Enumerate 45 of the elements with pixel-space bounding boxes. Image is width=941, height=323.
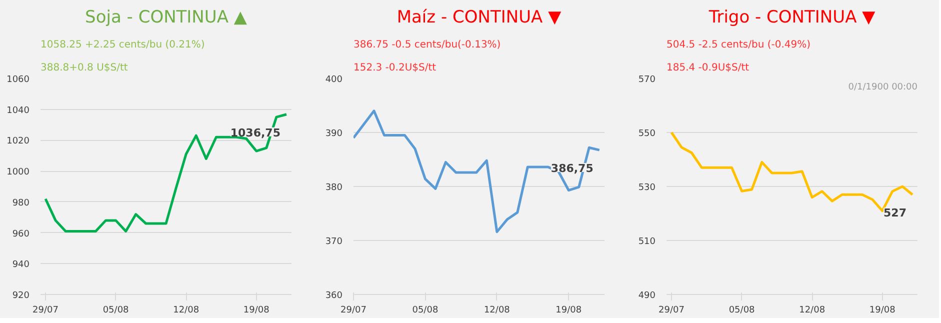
x-tick-label: 12/08 xyxy=(799,306,826,316)
y-tick-label: 960 xyxy=(12,229,30,240)
y-tick-label: 920 xyxy=(12,291,30,301)
y-tick-label: 550 xyxy=(638,129,656,139)
x-tick-label: 05/08 xyxy=(412,306,438,316)
line-series xyxy=(44,113,288,232)
y-tick-label: 390 xyxy=(325,129,343,139)
y-tick-label: 530 xyxy=(638,183,656,193)
y-tick-label: 490 xyxy=(638,291,656,301)
data-label: 1036,75 xyxy=(230,126,280,140)
chart-subtitle: 1058.25 +2.25 cents/bu (0.21%) xyxy=(40,40,205,50)
x-tick-label: 05/08 xyxy=(102,306,130,316)
x-tick-label: 29/07 xyxy=(340,306,366,316)
y-tick-label: 1060 xyxy=(6,75,30,85)
line-series xyxy=(354,110,601,234)
y-tick-label: 370 xyxy=(325,237,343,247)
chart-title: Soja - CONTINUA ▲ xyxy=(85,8,248,28)
x-tick-label: 29/07 xyxy=(32,306,58,316)
x-tick-label: 12/08 xyxy=(484,306,510,316)
y-tick-label: 360 xyxy=(325,291,343,301)
y-tick-label: 1020 xyxy=(6,136,30,147)
x-tick-label: 29/07 xyxy=(658,306,684,316)
x-tick-label: 19/08 xyxy=(243,306,270,316)
text: 152.3 -0.2U$S/tt xyxy=(354,62,436,74)
data-label: 527 xyxy=(884,206,906,220)
y-tick-label: 1040 xyxy=(6,106,30,116)
y-tick-label: 980 xyxy=(12,198,30,208)
y-tick-label: 1000 xyxy=(6,168,30,178)
y-tick-label: 570 xyxy=(638,75,656,85)
data-label: 386,75 xyxy=(550,162,594,176)
chart-title: Maíz - CONTINUA ▼ xyxy=(396,8,562,28)
y-tick-label: 510 xyxy=(638,237,656,247)
x-tick-label: 19/08 xyxy=(869,306,896,316)
x-tick-label: 19/08 xyxy=(556,306,582,316)
chart-subtitle: 386.75 -0.5 cents/bu(-0.13%) xyxy=(354,40,501,50)
chart-subtitle: 504.5 -2.5 cents/bu (-0.49%) xyxy=(666,40,811,50)
text: 388.8+0.8 U$S/tt xyxy=(40,62,128,74)
y-tick-label: 380 xyxy=(325,183,343,193)
x-tick-label: 12/08 xyxy=(173,306,200,316)
y-tick-label: 400 xyxy=(325,75,343,85)
x-tick-label: 05/08 xyxy=(728,306,756,316)
annotation: 0/1/1900 00:00 xyxy=(848,82,918,92)
chart-title: Trigo - CONTINUA ▼ xyxy=(708,8,876,28)
y-tick-label: 940 xyxy=(12,260,30,270)
text: 185.4 -0.9U$S/tt xyxy=(666,62,750,74)
